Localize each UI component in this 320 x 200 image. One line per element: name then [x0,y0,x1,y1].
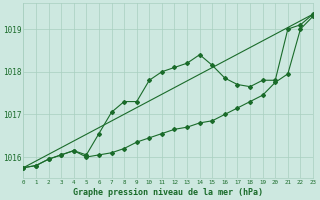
X-axis label: Graphe pression niveau de la mer (hPa): Graphe pression niveau de la mer (hPa) [73,188,263,197]
